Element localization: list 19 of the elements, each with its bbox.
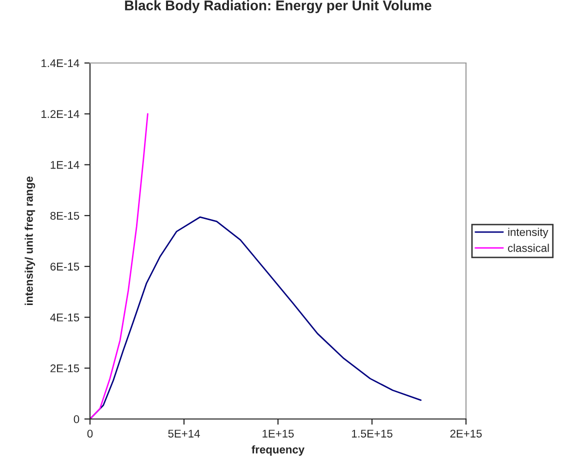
- x-tick-label: 1E+15: [262, 430, 294, 438]
- y-tick-label: 4E-15: [50, 314, 80, 322]
- legend-label: intensity: [508, 228, 548, 238]
- x-tick-label: 5E+14: [168, 430, 200, 438]
- y-tick-label: 6E-15: [50, 262, 80, 271]
- y-tick-label: 1.2E-14: [42, 110, 80, 118]
- y-tick-label: 8E-15: [50, 212, 80, 220]
- x-tick-label: 0: [87, 430, 93, 438]
- legend-label: classical: [508, 244, 549, 252]
- y-tick-label: 2E-15: [50, 364, 80, 372]
- y-tick-label: 1.4E-14: [42, 59, 80, 68]
- x-tick-label: 1.5E+15: [352, 430, 392, 438]
- y-tick-label: 0: [74, 415, 80, 424]
- chart-title: Black Body Radiation: Energy per Unit Volume: [125, 0, 432, 14]
- y-tick-label: 1E-14: [50, 161, 80, 169]
- y-axis-title: intensity/ unit freq range: [24, 176, 36, 306]
- x-axis-title: frequency: [252, 445, 304, 456]
- x-tick-label: 2E+15: [450, 430, 482, 438]
- line-series: [90, 113, 148, 419]
